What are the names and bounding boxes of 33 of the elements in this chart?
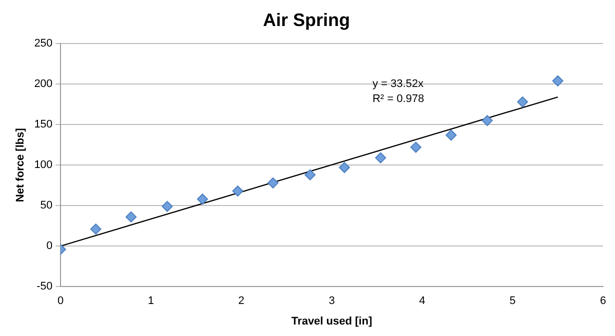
y-tick-label: 200 [34,78,53,90]
annotation: R² = 0.978 [372,93,424,106]
annotation: y = 33.52x [372,78,424,90]
x-tick-label: 2 [238,295,244,308]
x-tick-label: 0 [57,295,64,308]
y-tick-label: -50 [36,280,53,293]
x-tick-label: 5 [510,295,516,308]
point [338,162,350,174]
y-tick-label: 0 [46,240,53,252]
y-tick-label: 100 [34,159,53,172]
x-axis-title: Travel used [in] [291,315,372,328]
y-axis-title: Net force [lbs] [14,128,27,202]
point [232,186,244,197]
point [304,169,316,180]
x-tick-label: 6 [600,295,606,308]
point [196,194,208,205]
x-tick-label: 4 [419,295,426,308]
x-tick-label: 3 [328,295,335,308]
y-tick-label: 50 [40,200,53,212]
point [517,96,528,108]
point [410,142,422,153]
point [162,200,173,212]
point [446,130,457,141]
y-tick-label: 250 [34,38,53,50]
point [482,115,493,126]
point [126,211,137,222]
chart-title: Air Spring [262,10,350,30]
y-tick-label: 150 [34,118,53,131]
point [90,224,102,235]
point [268,177,279,188]
point [552,75,564,86]
point [375,152,386,164]
x-tick-label: 1 [148,295,154,308]
